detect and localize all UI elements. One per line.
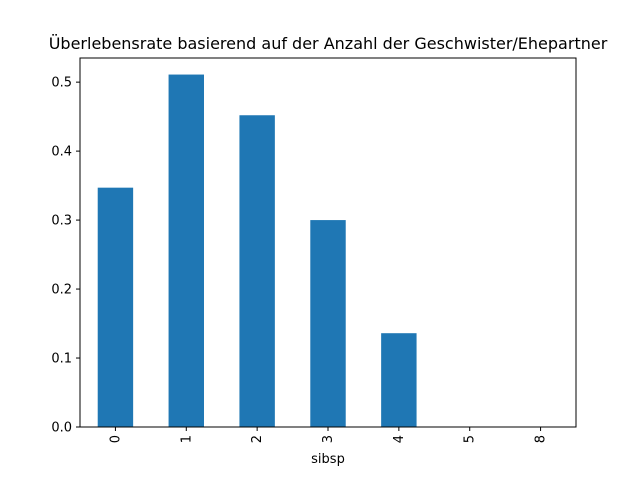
x-tick-label-0: 0 [108,435,123,443]
bar-4 [381,333,417,427]
bar-1 [168,74,204,428]
y-tick-label-0.4: 0.4 [51,145,72,160]
bar-2 [239,115,275,427]
x-tick-label-1: 1 [179,435,194,443]
bars-group [97,74,417,428]
y-tick-label-0.5: 0.5 [51,76,72,91]
x-tick-label-3: 3 [321,435,336,443]
y-tick-label-0.0: 0.0 [51,421,72,436]
chart-title: Überlebensrate basierend auf der Anzahl … [49,34,608,53]
y-axis: 0.0 0.1 0.2 0.3 0.4 0.5 [51,76,80,436]
y-tick-label-0.3: 0.3 [51,214,72,229]
y-tick-label-0.2: 0.2 [51,283,72,298]
x-tick-label-2: 2 [250,435,265,443]
x-tick-label-4: 4 [392,435,407,443]
x-tick-label-8: 8 [534,435,549,443]
x-axis: 0 1 2 3 4 5 8 [108,427,549,443]
y-tick-label-0.1: 0.1 [51,352,72,367]
x-axis-label: sibsp [311,452,345,467]
bar-3 [310,220,346,427]
bar-0 [97,187,134,427]
x-tick-label-5: 5 [463,435,478,443]
